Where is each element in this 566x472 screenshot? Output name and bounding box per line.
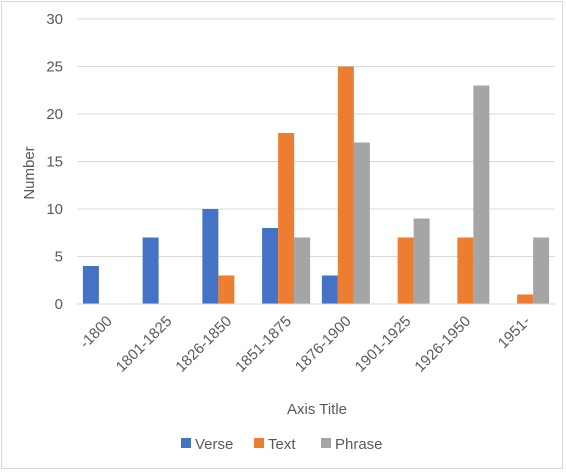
x-tick-label: 1826-1850 — [172, 313, 235, 376]
bar-text-2 — [218, 275, 235, 304]
y-tick-label: 10 — [46, 201, 63, 218]
x-tick-label: 1926-1950 — [411, 313, 474, 376]
x-tick-label: 1801-1825 — [113, 313, 176, 376]
x-tick-label: -1800 — [77, 313, 116, 352]
bar-text-6 — [457, 237, 474, 304]
bar-verse-0 — [82, 266, 99, 304]
legend-label-verse: Verse — [195, 436, 233, 453]
y-tick-label: 15 — [46, 154, 63, 171]
bar-verse-1 — [142, 237, 159, 304]
bar-phrase-4 — [353, 142, 370, 304]
legend-swatch-phrase — [321, 438, 331, 448]
x-axis-ticks: -18001801-18251826-18501851-18751876-190… — [77, 313, 534, 376]
bar-phrase-7 — [533, 237, 550, 304]
bar-text-4 — [337, 66, 354, 304]
x-tick-label: 1851-1875 — [232, 313, 295, 376]
bars — [82, 66, 550, 304]
legend-swatch-verse — [181, 438, 191, 448]
bar-verse-2 — [202, 209, 219, 304]
y-tick-label: 20 — [46, 106, 63, 123]
y-tick-label: 25 — [46, 59, 63, 76]
legend-label-phrase: Phrase — [335, 436, 383, 453]
x-tick-label: 1876-1900 — [292, 313, 355, 376]
bar-verse-3 — [262, 228, 279, 304]
x-tick-label: 1901-1925 — [352, 313, 415, 376]
y-axis-title: Number — [21, 146, 38, 199]
bar-text-3 — [278, 133, 295, 304]
bar-phrase-5 — [413, 218, 430, 304]
legend: Verse Text Phrase — [181, 436, 383, 453]
bar-text-7 — [517, 294, 534, 304]
legend-swatch-text — [254, 438, 264, 448]
bar-text-5 — [397, 237, 414, 304]
bar-verse-4 — [321, 275, 338, 304]
y-tick-label: 30 — [46, 11, 63, 28]
y-tick-label: 0 — [55, 296, 63, 313]
y-axis-ticks: 0 5 10 15 20 25 30 — [46, 11, 63, 313]
y-tick-label: 5 — [55, 249, 63, 266]
x-axis-title: Axis Title — [287, 401, 347, 418]
bar-phrase-3 — [294, 237, 311, 304]
legend-label-text: Text — [268, 436, 296, 453]
bar-phrase-6 — [473, 85, 490, 304]
x-tick-label: 1951- — [495, 313, 534, 352]
